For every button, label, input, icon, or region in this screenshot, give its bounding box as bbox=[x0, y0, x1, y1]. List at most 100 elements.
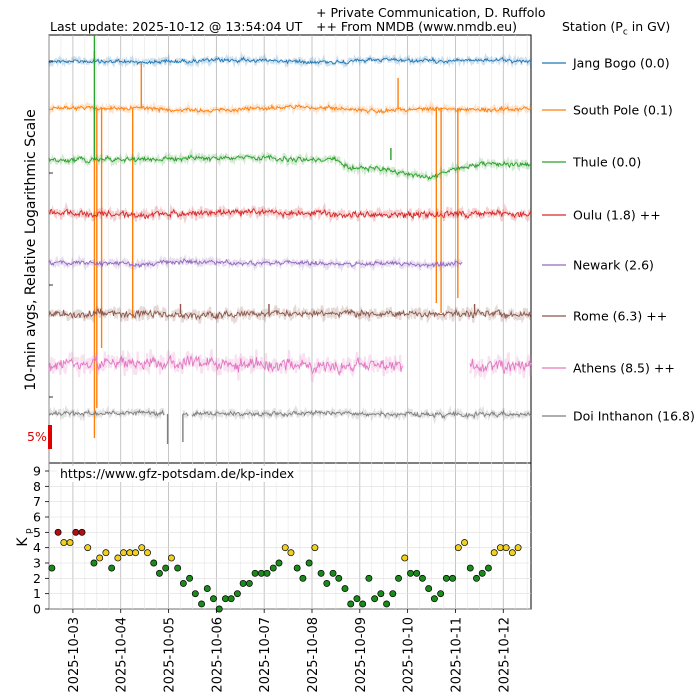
kp-y-tick-label: 6 bbox=[33, 510, 41, 525]
kp-point bbox=[263, 569, 271, 577]
kp-point bbox=[299, 574, 307, 582]
kp-point bbox=[442, 574, 450, 582]
series-band-jang-bogo bbox=[47, 51, 533, 69]
kp-point bbox=[377, 590, 385, 598]
kp-point bbox=[221, 595, 229, 603]
kp-point bbox=[72, 528, 80, 536]
kp-point bbox=[383, 600, 391, 608]
kp-point bbox=[132, 549, 139, 557]
kp-point bbox=[461, 539, 468, 547]
kp-point bbox=[478, 569, 486, 577]
series-line-thule bbox=[48, 154, 532, 181]
kp-point bbox=[174, 564, 182, 572]
kp-point bbox=[514, 544, 522, 552]
kp-point bbox=[287, 549, 295, 557]
kp-point bbox=[413, 569, 421, 577]
kp-y-axis-label-sub: p bbox=[24, 528, 34, 534]
kp-point bbox=[96, 554, 104, 562]
kp-point bbox=[347, 600, 355, 608]
kp-point bbox=[341, 585, 349, 593]
kp-point bbox=[210, 595, 217, 603]
x-tick-label: 2025-10-03 bbox=[67, 617, 82, 693]
kp-y-tick-label: 9 bbox=[33, 464, 41, 479]
station-column-header: Station (Pc in GV) bbox=[562, 20, 670, 40]
kp-point bbox=[66, 539, 74, 547]
kp-point bbox=[275, 559, 283, 567]
kp-point bbox=[425, 585, 433, 593]
kp-point bbox=[281, 544, 289, 552]
kp-point bbox=[496, 544, 504, 552]
kp-point bbox=[508, 549, 516, 557]
kp-point bbox=[257, 569, 265, 577]
kp-point bbox=[449, 574, 457, 582]
x-tick-label: 2025-10-05 bbox=[163, 617, 178, 693]
kp-point bbox=[353, 595, 361, 603]
series-line-rome bbox=[48, 307, 532, 321]
kp-point bbox=[317, 569, 325, 577]
private-communication-note: + Private Communication, D. Ruffolo bbox=[316, 5, 546, 20]
kp-point bbox=[323, 579, 331, 587]
series-line-newark bbox=[48, 258, 463, 269]
x-tick-label: 2025-10-04 bbox=[115, 617, 130, 693]
kp-point bbox=[466, 564, 474, 572]
kp-point bbox=[490, 549, 498, 557]
legend-label-rome: Rome (6.3) ++ bbox=[573, 309, 667, 324]
kp-point bbox=[120, 549, 128, 557]
neutron-panel-frame bbox=[48, 34, 532, 464]
kp-point bbox=[239, 579, 247, 587]
series-line-doi-inthanon bbox=[48, 409, 532, 420]
kp-point bbox=[365, 574, 373, 582]
kp-point bbox=[407, 569, 414, 577]
kp-source-url-bg bbox=[57, 466, 297, 482]
kp-point bbox=[269, 564, 277, 572]
kp-point bbox=[126, 549, 134, 557]
legend-label-oulu: Oulu (1.8) ++ bbox=[573, 208, 661, 223]
series-line-athens bbox=[48, 354, 532, 376]
kp-point bbox=[150, 559, 158, 567]
kp-point bbox=[389, 590, 397, 598]
kp-y-tick-label: 4 bbox=[33, 540, 41, 555]
x-tick-label: 2025-10-08 bbox=[306, 617, 321, 693]
kp-point bbox=[401, 554, 409, 562]
kp-point bbox=[359, 600, 367, 608]
kp-point bbox=[371, 595, 379, 603]
last-update-label: Last update: 2025-10-12 @ 13:54:04 UT bbox=[50, 19, 303, 34]
x-tick-label: 2025-10-09 bbox=[354, 617, 369, 693]
kp-point bbox=[167, 554, 175, 562]
kp-point bbox=[502, 544, 510, 552]
kp-point bbox=[156, 569, 163, 577]
kp-point bbox=[311, 544, 319, 552]
series-band-oulu bbox=[47, 201, 532, 225]
kp-point bbox=[108, 564, 116, 572]
kp-point bbox=[102, 549, 110, 557]
kp-point bbox=[144, 549, 151, 557]
kp-point bbox=[305, 559, 313, 567]
kp-point bbox=[233, 590, 241, 598]
kp-point bbox=[473, 574, 480, 582]
series-line-south-pole bbox=[48, 103, 531, 114]
kp-point bbox=[90, 559, 98, 567]
kp-point bbox=[215, 605, 223, 613]
x-tick-label: 2025-10-07 bbox=[258, 617, 273, 693]
kp-source-url: https://www.gfz-potsdam.de/kp-index bbox=[60, 466, 294, 481]
kp-point bbox=[395, 574, 402, 582]
kp-point bbox=[329, 569, 337, 577]
kp-point bbox=[419, 574, 426, 582]
kp-y-tick-label: 8 bbox=[33, 479, 41, 494]
kp-point bbox=[179, 579, 187, 587]
x-tick-label: 2025-10-10 bbox=[402, 617, 417, 693]
kp-point bbox=[186, 574, 194, 582]
nmdb-source-note: ++ From NMDB (www.nmdb.eu) bbox=[316, 19, 517, 34]
kp-point bbox=[198, 600, 205, 608]
kp-point bbox=[84, 544, 92, 552]
kp-point bbox=[293, 564, 301, 572]
series-line-jang-bogo bbox=[48, 56, 532, 66]
kp-point bbox=[114, 554, 122, 562]
kp-point bbox=[245, 579, 253, 587]
kp-y-tick-label: 0 bbox=[33, 602, 41, 617]
station-header-subscript: c bbox=[622, 27, 628, 38]
legend-label-newark: Newark (2.6) bbox=[573, 258, 654, 273]
kp-y-tick-label: 3 bbox=[33, 556, 41, 571]
legend-label-thule: Thule (0.0) bbox=[572, 155, 641, 170]
x-tick-label: 2025-10-11 bbox=[449, 617, 464, 693]
